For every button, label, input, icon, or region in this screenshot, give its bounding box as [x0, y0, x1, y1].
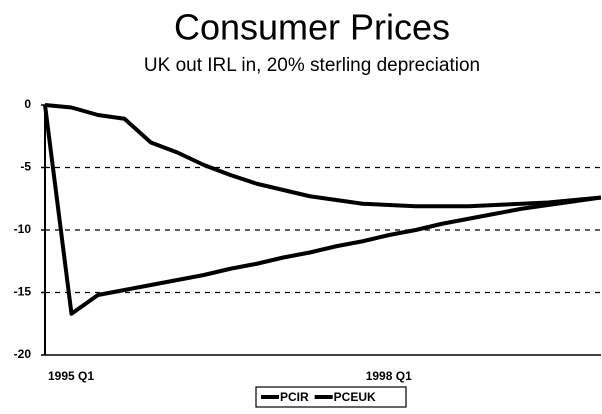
y-tick-label: -15 — [14, 285, 32, 299]
x-tick-label: 1998 Q1 — [366, 369, 412, 383]
y-tick-label: -20 — [14, 347, 32, 361]
line-series — [43, 104, 602, 316]
chart-title: Consumer Prices — [174, 7, 450, 48]
legend-label: PCEUK — [334, 390, 376, 404]
line-series — [44, 103, 602, 209]
x-tick-label: 1995 Q1 — [48, 369, 94, 383]
y-tick-label: -5 — [20, 160, 31, 174]
y-tick-label: -10 — [14, 222, 32, 236]
chart-subtitle: UK out IRL in, 20% sterling depreciation — [144, 55, 480, 76]
y-tick-label: 0 — [24, 97, 31, 111]
legend-label: PCIR — [280, 390, 309, 404]
